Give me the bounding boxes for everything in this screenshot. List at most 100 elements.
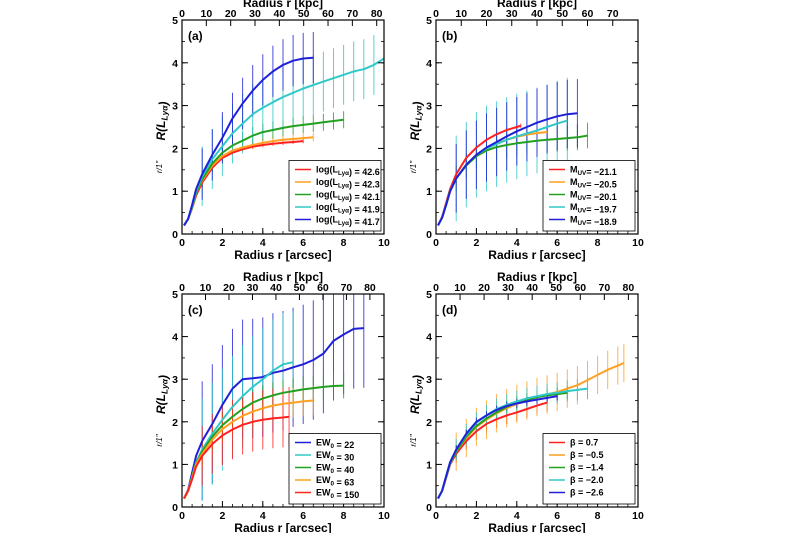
x2-tick-label: 30 xyxy=(502,282,514,294)
y-tick-label: 1 xyxy=(426,459,432,471)
y-tick-label: 3 xyxy=(426,374,432,386)
y-tick-label: 5 xyxy=(426,15,432,27)
x2-tick-label: 0 xyxy=(179,282,185,294)
y-tick-label: 1 xyxy=(172,186,178,198)
x2-axis-title: Radius r [kpc] xyxy=(497,270,577,284)
x2-tick-label: 30 xyxy=(247,282,259,294)
x-tick-label: 6 xyxy=(554,237,560,249)
x2-tick-label: 40 xyxy=(531,8,543,20)
legend-entry: log(LLyα) = 41.9 xyxy=(316,202,380,215)
legend-entry: log(LLyα) = 42.6 xyxy=(316,165,380,178)
legend-entry: EW0 = 150 xyxy=(316,488,359,501)
y-tick-label: 2 xyxy=(172,417,178,429)
x2-tick-label: 10 xyxy=(455,8,467,20)
y-axis-subtitle: r/1" xyxy=(155,160,164,173)
y-tick-label: 2 xyxy=(426,417,432,429)
x-tick-label: 0 xyxy=(433,237,439,249)
x2-axis-title: Radius r [kpc] xyxy=(243,0,323,10)
x2-tick-label: 10 xyxy=(200,8,212,20)
x2-tick-label: 70 xyxy=(347,8,359,20)
x2-tick-label: 50 xyxy=(298,8,310,20)
x-tick-label: 6 xyxy=(554,510,560,522)
series-line-5 xyxy=(183,56,314,226)
x2-tick-label: 0 xyxy=(433,282,439,294)
legend-entry: β = −1.4 xyxy=(570,463,604,473)
y-tick-label: 2 xyxy=(172,143,178,155)
series-line-5 xyxy=(437,112,578,226)
x2-tick-label: 70 xyxy=(341,282,353,294)
legend-entry: log(LLyα) = 41.7 xyxy=(316,215,380,228)
legend-entry: β = −2.0 xyxy=(570,475,604,485)
x-axis-title: Radius r [arcsec] xyxy=(234,248,331,262)
y-tick-label: 3 xyxy=(172,374,178,386)
series-line-5 xyxy=(183,415,290,499)
legend-entry: β = −2.6 xyxy=(570,488,604,498)
y-tick-label: 4 xyxy=(172,58,178,70)
y-tick-label: 0 xyxy=(172,502,178,514)
y-tick-label: 2 xyxy=(426,143,432,155)
x-tick-label: 2 xyxy=(219,237,225,249)
y-axis-title: R(LLyα) xyxy=(408,102,425,141)
legend: β = 0.7 β = −0.5 β = −1.4 β = −2.0 β = −2.6 xyxy=(542,433,636,505)
y-axis-title: R(LLyα) xyxy=(154,375,171,414)
x-tick-label: 10 xyxy=(632,237,644,249)
legend-entry: EW0 = 40 xyxy=(316,463,354,476)
legend-entry: β = 0.7 xyxy=(570,438,598,448)
y-tick-label: 5 xyxy=(172,15,178,27)
x2-tick-label: 50 xyxy=(556,8,568,20)
x-axis-title: Radius r [arcsec] xyxy=(488,248,585,262)
legend-entry: MUV= −20.5 xyxy=(570,177,617,190)
x2-tick-label: 70 xyxy=(598,282,610,294)
panel-label: (a) xyxy=(188,29,203,43)
x2-axis-title: Radius r [kpc] xyxy=(497,0,577,10)
x2-tick-label: 70 xyxy=(607,8,619,20)
y-tick-label: 5 xyxy=(172,289,178,301)
series-line-1 xyxy=(183,327,364,499)
y-tick-label: 3 xyxy=(172,101,178,113)
x-tick-label: 8 xyxy=(341,510,347,522)
legend-entry: MUV= −18.9 xyxy=(570,215,617,228)
y-axis-subtitle: r/1" xyxy=(409,160,418,173)
legend-entry: EW0 = 63 xyxy=(316,475,354,488)
y-tick-label: 4 xyxy=(426,58,432,70)
panel-label: (b) xyxy=(442,29,457,43)
legend-entry: EW0 = 30 xyxy=(316,450,354,463)
x-axis-title: Radius r [arcsec] xyxy=(488,521,585,533)
legend-entry: log(LLyα) = 42.3 xyxy=(316,177,380,190)
x2-tick-label: 60 xyxy=(322,8,334,20)
panel-label: (c) xyxy=(188,303,203,317)
x2-tick-label: 0 xyxy=(433,8,439,20)
y-tick-label: 0 xyxy=(172,229,178,241)
y-axis-title: R(LLyα) xyxy=(154,102,171,141)
x2-tick-label: 80 xyxy=(623,282,635,294)
y-tick-label: 1 xyxy=(172,459,178,471)
panel-d: 0 2 4 6 8 10 0 10 20 30 40 50 60 70 80 0 1 2 3 4 5 Radius r [… xyxy=(408,270,644,533)
x2-tick-label: 20 xyxy=(481,8,493,20)
x2-tick-label: 10 xyxy=(200,282,212,294)
series-line-1 xyxy=(437,124,522,226)
panel-label: (d) xyxy=(442,303,457,317)
x2-tick-label: 50 xyxy=(294,282,306,294)
panel-b: 0 2 4 6 8 10 0 10 20 30 40 50 60 70 0 1 2 3 4 5 Radius r [ar… xyxy=(408,0,644,262)
legend-entry: MUV= −21.1 xyxy=(570,165,617,178)
x2-tick-label: 80 xyxy=(371,8,383,20)
y-tick-label: 0 xyxy=(426,229,432,241)
y-axis-subtitle: r/1" xyxy=(409,433,418,446)
y-tick-label: 4 xyxy=(172,332,178,344)
x2-tick-label: 40 xyxy=(526,282,538,294)
legend-entry: log(LLyα) = 42.1 xyxy=(316,190,380,203)
x2-tick-label: 20 xyxy=(478,282,490,294)
y-axis-title: R(LLyα) xyxy=(408,375,425,414)
x2-tick-label: 40 xyxy=(270,282,282,294)
x-tick-label: 8 xyxy=(595,237,601,249)
x2-tick-label: 20 xyxy=(225,8,237,20)
y-tick-label: 0 xyxy=(426,502,432,514)
x-tick-label: 10 xyxy=(378,510,390,522)
x-tick-label: 8 xyxy=(595,510,601,522)
x2-tick-label: 20 xyxy=(223,282,235,294)
x-tick-label: 0 xyxy=(179,237,185,249)
x-tick-label: 4 xyxy=(514,510,520,522)
